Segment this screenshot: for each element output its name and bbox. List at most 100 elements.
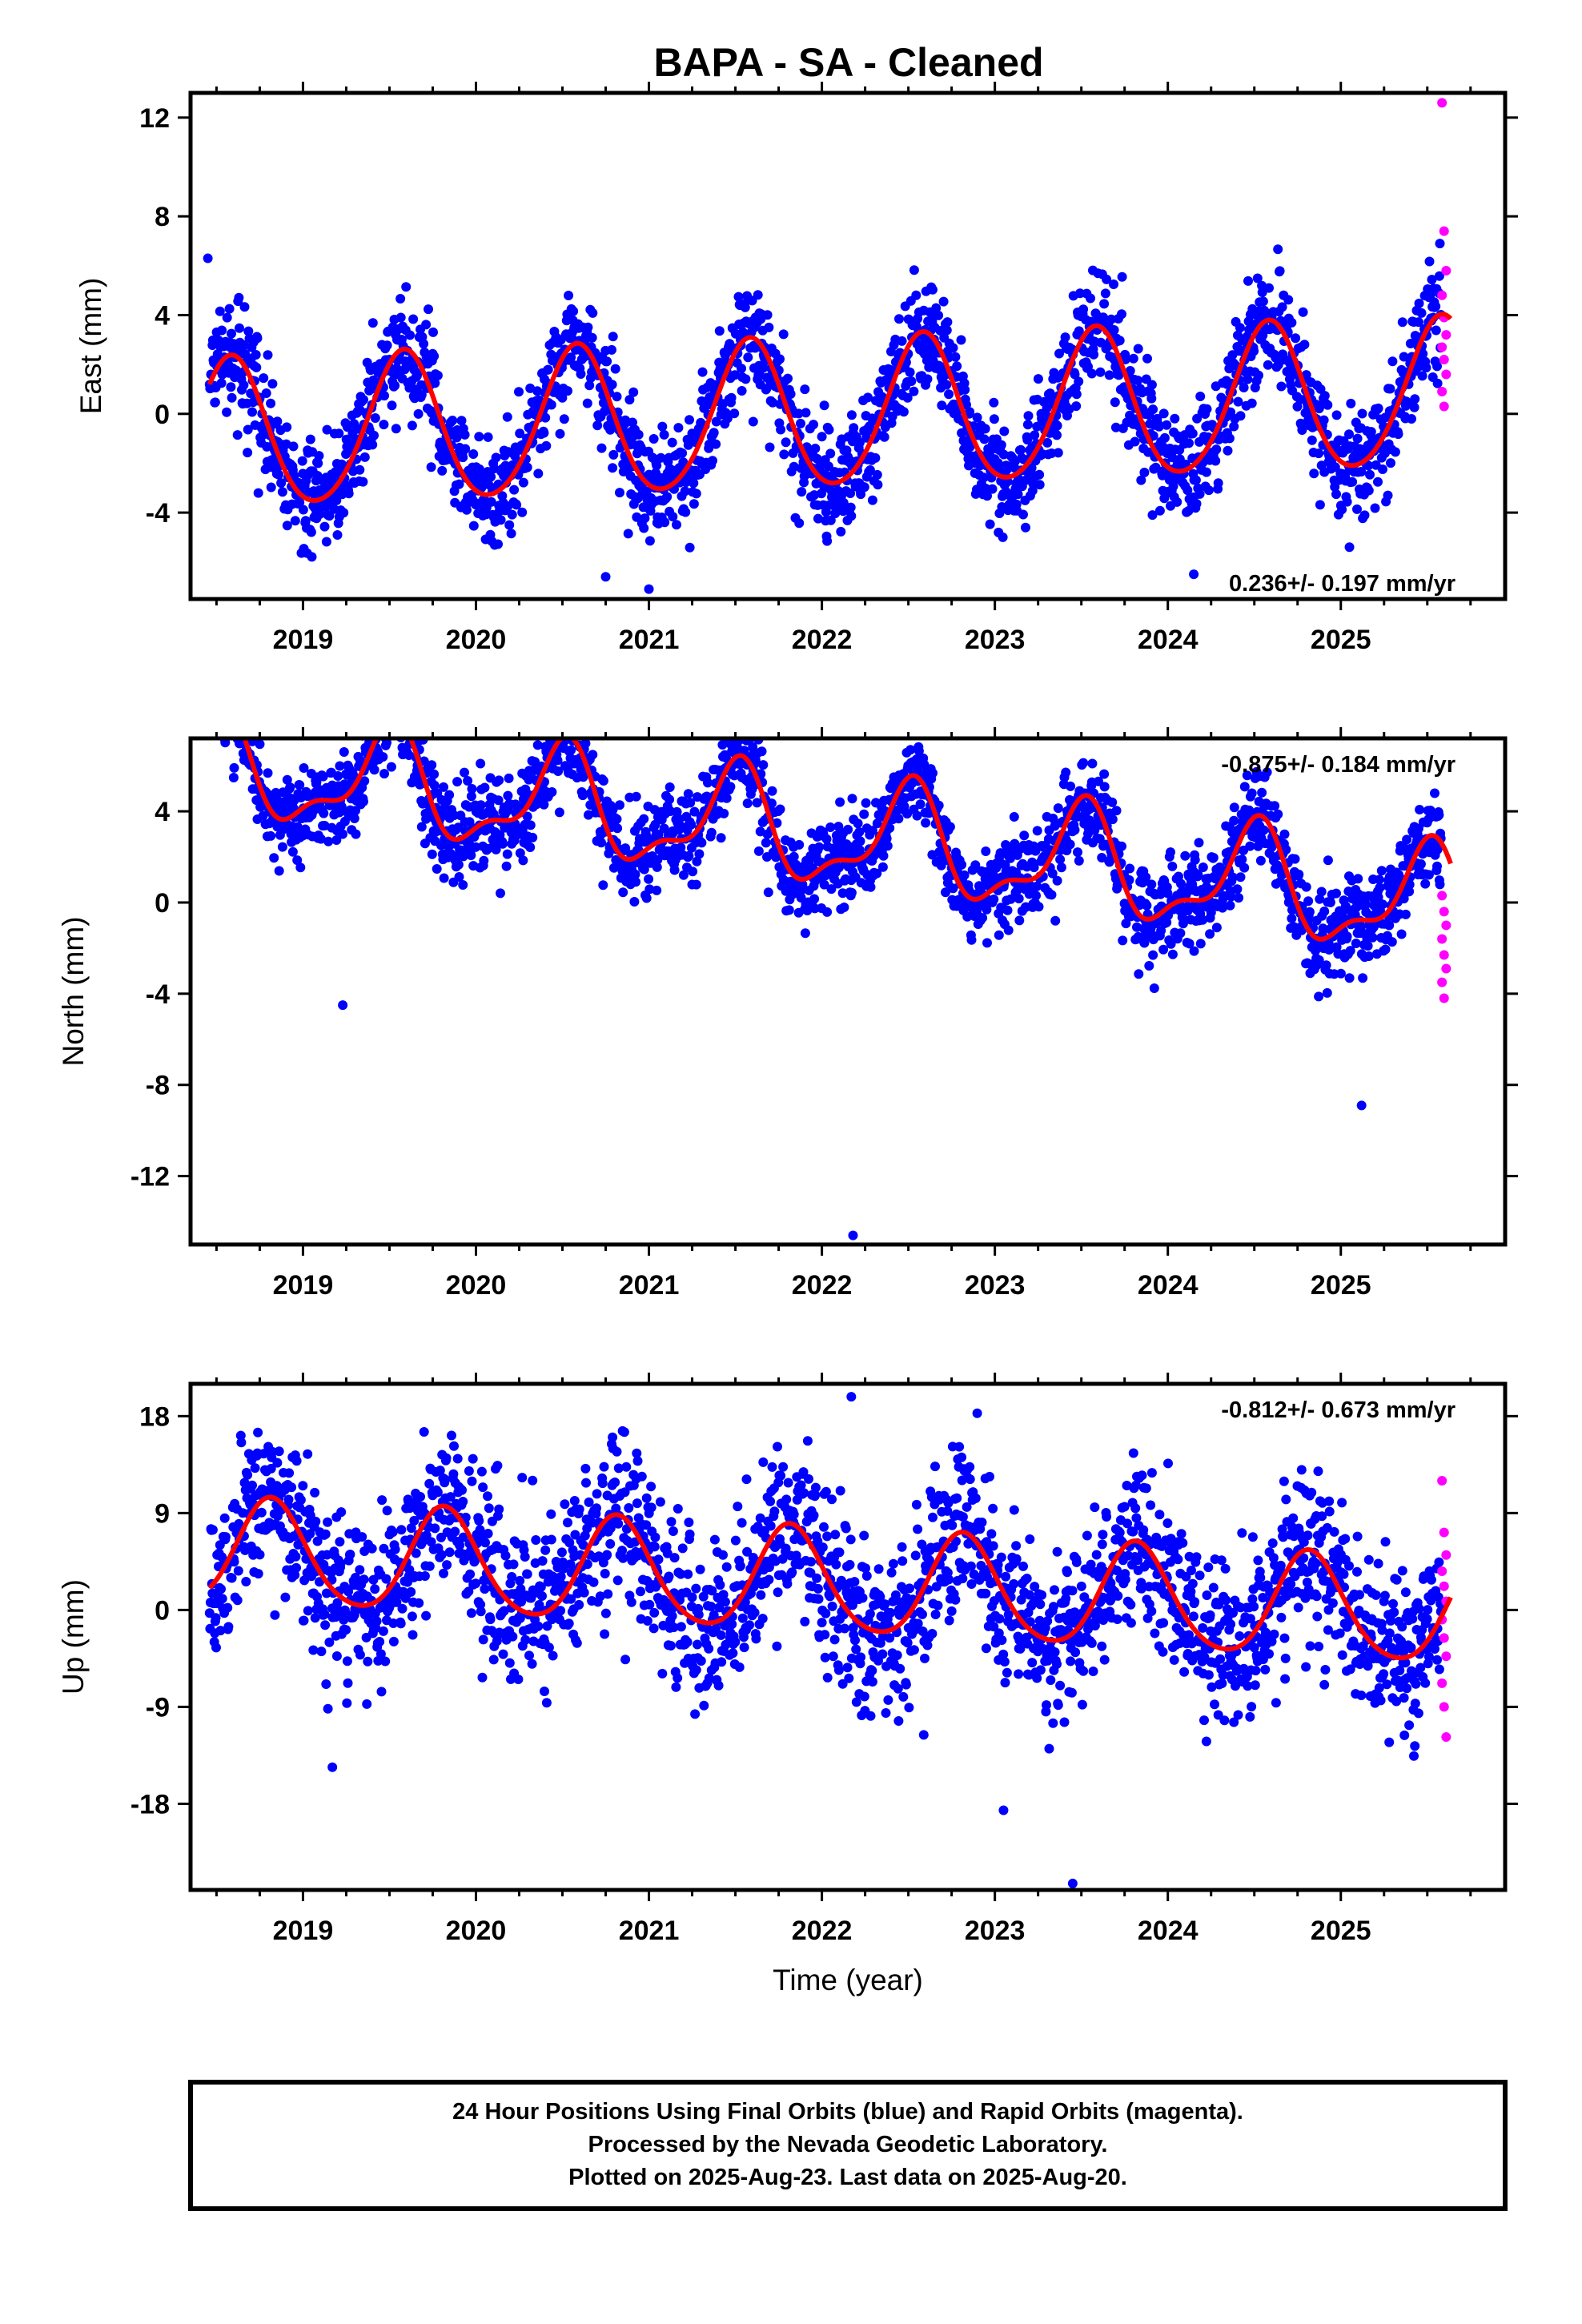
final-orbit-point <box>1378 464 1387 474</box>
final-orbit-point <box>396 312 406 323</box>
final-orbit-point <box>733 292 744 302</box>
final-orbit-point <box>839 903 849 912</box>
final-orbit-point <box>205 719 215 729</box>
final-orbit-point <box>458 452 468 463</box>
final-orbit-point <box>1154 421 1164 432</box>
final-orbit-point <box>872 868 882 879</box>
final-orbit-point <box>1290 854 1300 864</box>
final-orbit-point <box>207 710 216 720</box>
final-orbit-point <box>685 798 696 808</box>
final-orbit-point <box>928 284 938 295</box>
final-orbit-point <box>215 695 225 705</box>
final-orbit-point <box>1078 304 1089 315</box>
final-orbit-point <box>1338 914 1348 924</box>
final-orbit-point <box>1073 811 1083 822</box>
final-orbit-point <box>767 786 777 796</box>
final-orbit-point <box>1363 941 1373 951</box>
final-orbit-point <box>1331 410 1342 420</box>
final-orbit-point <box>1287 913 1297 923</box>
final-orbit-point <box>253 1569 263 1579</box>
final-orbit-point <box>1016 444 1026 455</box>
final-orbit-point <box>1195 939 1206 949</box>
final-orbit-point <box>1367 932 1378 943</box>
final-orbit-point <box>998 532 1008 542</box>
final-orbit-point <box>462 505 472 515</box>
final-orbit-point <box>454 872 464 882</box>
final-orbit-point <box>1344 429 1354 440</box>
final-orbit-point <box>365 714 375 723</box>
final-orbit-point <box>571 717 580 726</box>
final-orbit-point <box>295 862 306 873</box>
final-orbit-point <box>379 713 388 722</box>
final-orbit-point <box>1052 420 1062 431</box>
final-orbit-point <box>394 718 404 727</box>
final-orbit-point <box>667 437 677 448</box>
final-orbit-point <box>241 689 251 698</box>
final-orbit-point <box>652 854 663 865</box>
final-orbit-point <box>333 771 343 781</box>
final-orbit-point <box>243 1470 253 1480</box>
final-orbit-point <box>219 708 229 718</box>
final-orbit-point <box>444 790 455 800</box>
rapid-orbit-point <box>1439 226 1449 236</box>
final-orbit-point <box>407 420 417 431</box>
final-orbit-point <box>452 777 463 787</box>
final-orbit-point <box>299 763 309 773</box>
final-orbit-point <box>404 670 413 680</box>
final-orbit-point <box>390 380 400 391</box>
final-orbit-point <box>367 719 376 729</box>
final-orbit-point <box>369 430 379 440</box>
final-orbit-point <box>566 745 576 755</box>
final-orbit-point <box>1346 398 1356 408</box>
final-orbit-point <box>1198 862 1208 872</box>
final-orbit-point <box>517 507 528 517</box>
final-orbit-point <box>796 418 805 428</box>
final-orbit-point <box>737 364 746 374</box>
final-orbit-point <box>993 458 1003 468</box>
final-orbit-point <box>1167 452 1178 463</box>
final-orbit-point <box>235 1430 246 1441</box>
final-orbit-point <box>1387 356 1398 367</box>
final-orbit-point <box>1053 448 1063 458</box>
final-orbit-point <box>368 720 378 730</box>
final-orbit-point <box>1225 900 1235 911</box>
final-orbit-point <box>1345 946 1355 956</box>
final-orbit-point <box>1218 903 1227 913</box>
final-orbit-point <box>1022 420 1033 430</box>
final-orbit-point <box>331 495 342 505</box>
final-orbit-point <box>391 424 401 434</box>
final-orbit-point <box>1393 429 1403 440</box>
velocity-rate-label: -0.875+/- 0.184 mm/yr <box>1221 752 1456 778</box>
final-orbit-point <box>1070 825 1080 835</box>
final-orbit-point <box>288 441 299 452</box>
final-orbit-point <box>1060 332 1070 343</box>
y-axis-label: East (mm) <box>74 278 107 415</box>
final-orbit-point <box>449 810 459 821</box>
panel-north: 2019 2020 2021 2022 2023 2024 202540-4-8-12Nor… <box>57 670 1518 1301</box>
final-orbit-point <box>843 824 853 834</box>
final-orbit-point <box>814 842 825 852</box>
final-orbit-point <box>554 702 564 712</box>
x-tick-label: 2023 <box>965 1270 1026 1301</box>
final-orbit-point <box>628 387 639 397</box>
final-orbit-point <box>243 424 253 435</box>
final-orbit-point <box>678 870 689 880</box>
final-orbit-point <box>1002 905 1013 915</box>
final-orbit-point <box>207 685 217 694</box>
final-orbit-point <box>263 350 273 360</box>
final-orbit-point <box>989 397 999 408</box>
final-orbit-point <box>854 437 865 448</box>
final-orbit-point <box>256 1507 267 1518</box>
final-orbit-point <box>559 414 569 424</box>
final-orbit-point <box>476 758 486 769</box>
final-orbit-point <box>845 489 856 498</box>
final-orbit-point <box>1125 366 1135 376</box>
final-orbit-point <box>937 400 947 411</box>
final-orbit-point <box>608 449 619 460</box>
final-orbit-point <box>757 746 767 757</box>
final-orbit-point <box>276 478 287 489</box>
final-orbit-point <box>1270 801 1280 811</box>
final-orbit-point <box>1100 288 1110 299</box>
final-orbit-point <box>1404 879 1415 890</box>
final-orbit-point <box>618 887 628 898</box>
